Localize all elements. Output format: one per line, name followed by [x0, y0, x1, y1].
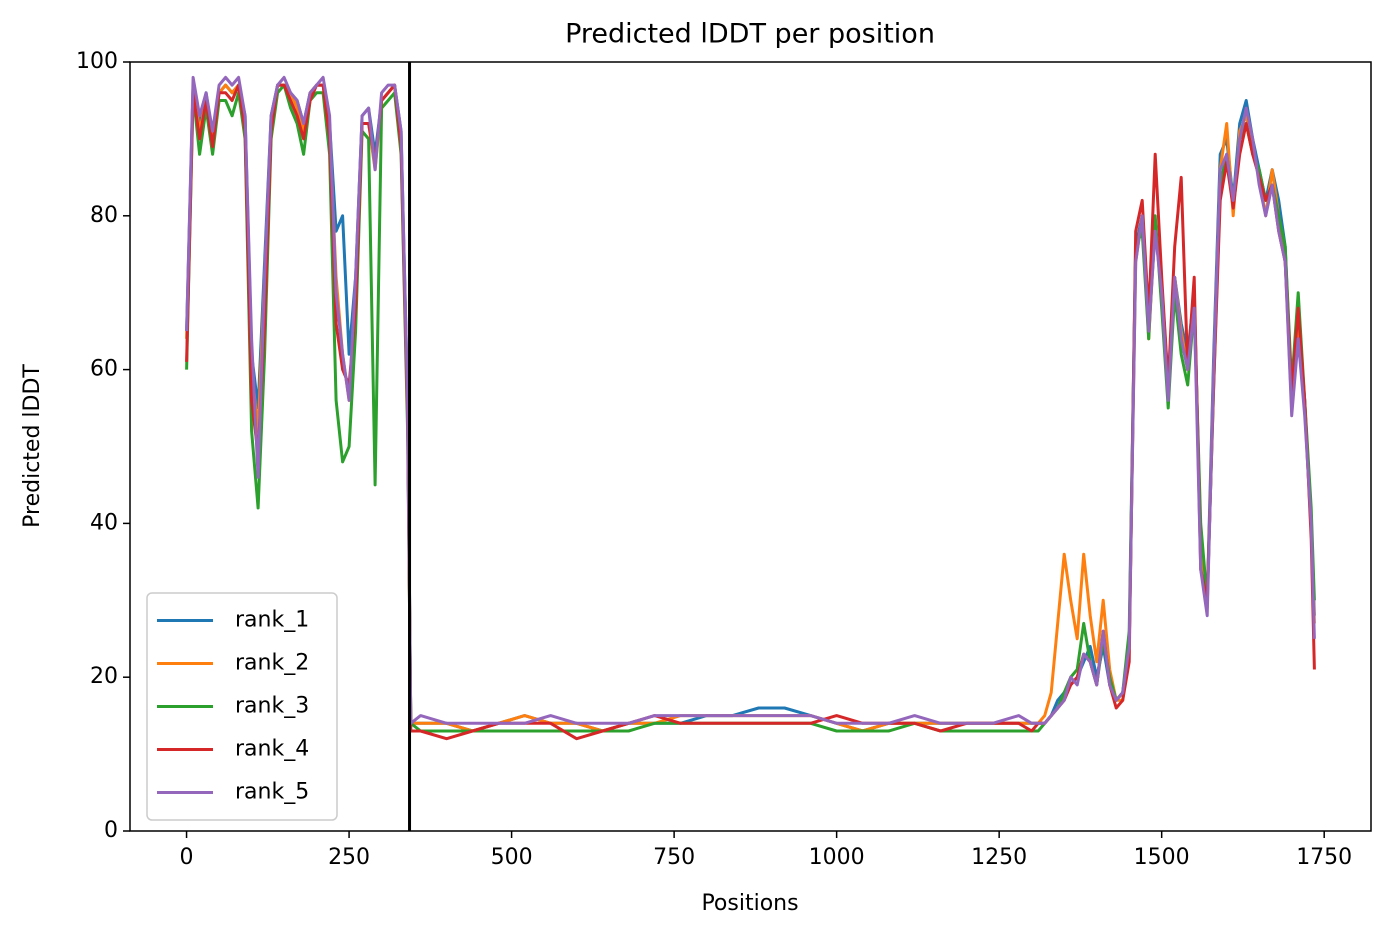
x-tick-label: 1250 [971, 845, 1027, 870]
plot-frame [129, 61, 1372, 832]
legend-label: rank_1 [235, 608, 309, 633]
legend-box [146, 592, 338, 821]
series-line [185, 83, 1316, 733]
y-tick-label: 20 [90, 664, 118, 689]
series-line [185, 83, 1316, 741]
x-tick-label: 0 [180, 845, 194, 870]
legend-label: rank_5 [235, 780, 309, 805]
chart-title: Predicted lDDT per position [565, 19, 935, 50]
y-tick-label: 0 [104, 818, 118, 843]
series-line [185, 75, 1316, 725]
y-tick-label: 60 [90, 357, 118, 382]
x-axis-label: Positions [701, 891, 798, 916]
x-tick-label: 250 [328, 845, 370, 870]
x-tick-label: 1500 [1134, 845, 1190, 870]
x-tick-label: 1000 [809, 845, 865, 870]
y-tick-label: 40 [90, 510, 118, 535]
x-tick-label: 1750 [1296, 845, 1352, 870]
legend-label: rank_3 [235, 694, 309, 719]
y-tick-label: 100 [76, 49, 118, 74]
series-line [185, 83, 1316, 733]
y-axis-label: Predicted lDDT [20, 364, 45, 528]
x-tick-label: 750 [653, 845, 695, 870]
x-tick-label: 500 [491, 845, 533, 870]
series-line [185, 83, 1316, 733]
legend-label: rank_4 [235, 737, 309, 762]
legend-label: rank_2 [235, 651, 309, 676]
y-tick-label: 80 [90, 203, 118, 228]
